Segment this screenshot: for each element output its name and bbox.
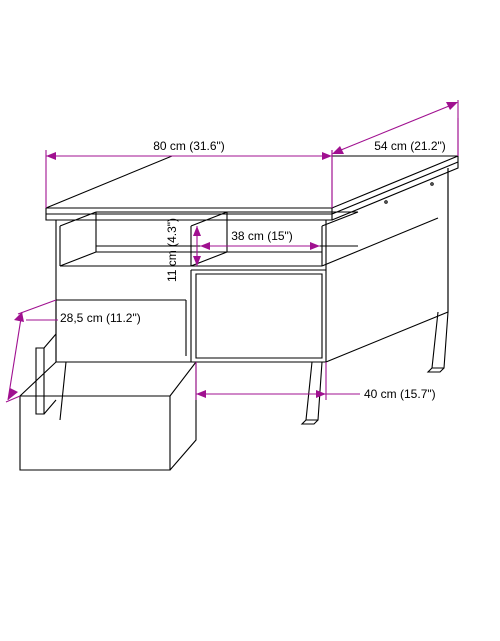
dim-depth-54: 54 cm (21.2") bbox=[332, 100, 458, 208]
dim-width-80: 80 cm (31.6") bbox=[46, 139, 332, 208]
dim-label-drawer-depth: 28,5 cm (11.2") bbox=[60, 311, 141, 325]
dim-drawer-depth: 28,5 cm (11.2") bbox=[6, 300, 141, 402]
furniture-dimension-diagram: .ln { stroke:#000; stroke-width:1.1; fil… bbox=[0, 0, 500, 641]
dim-drawer-w: 40 cm (15.7") bbox=[196, 362, 436, 401]
dim-label-width: 80 cm (31.6") bbox=[153, 139, 225, 153]
dim-shelf-w: 38 cm (15") bbox=[200, 229, 320, 250]
dim-label-depth: 54 cm (21.2") bbox=[374, 139, 446, 153]
dim-shelf-h: 11 cm (4.3") bbox=[165, 218, 201, 282]
dim-label-shelf-w: 38 cm (15") bbox=[231, 229, 293, 243]
dim-label-drawer-w: 40 cm (15.7") bbox=[364, 387, 436, 401]
dim-label-shelf-h: 11 cm (4.3") bbox=[165, 218, 179, 282]
